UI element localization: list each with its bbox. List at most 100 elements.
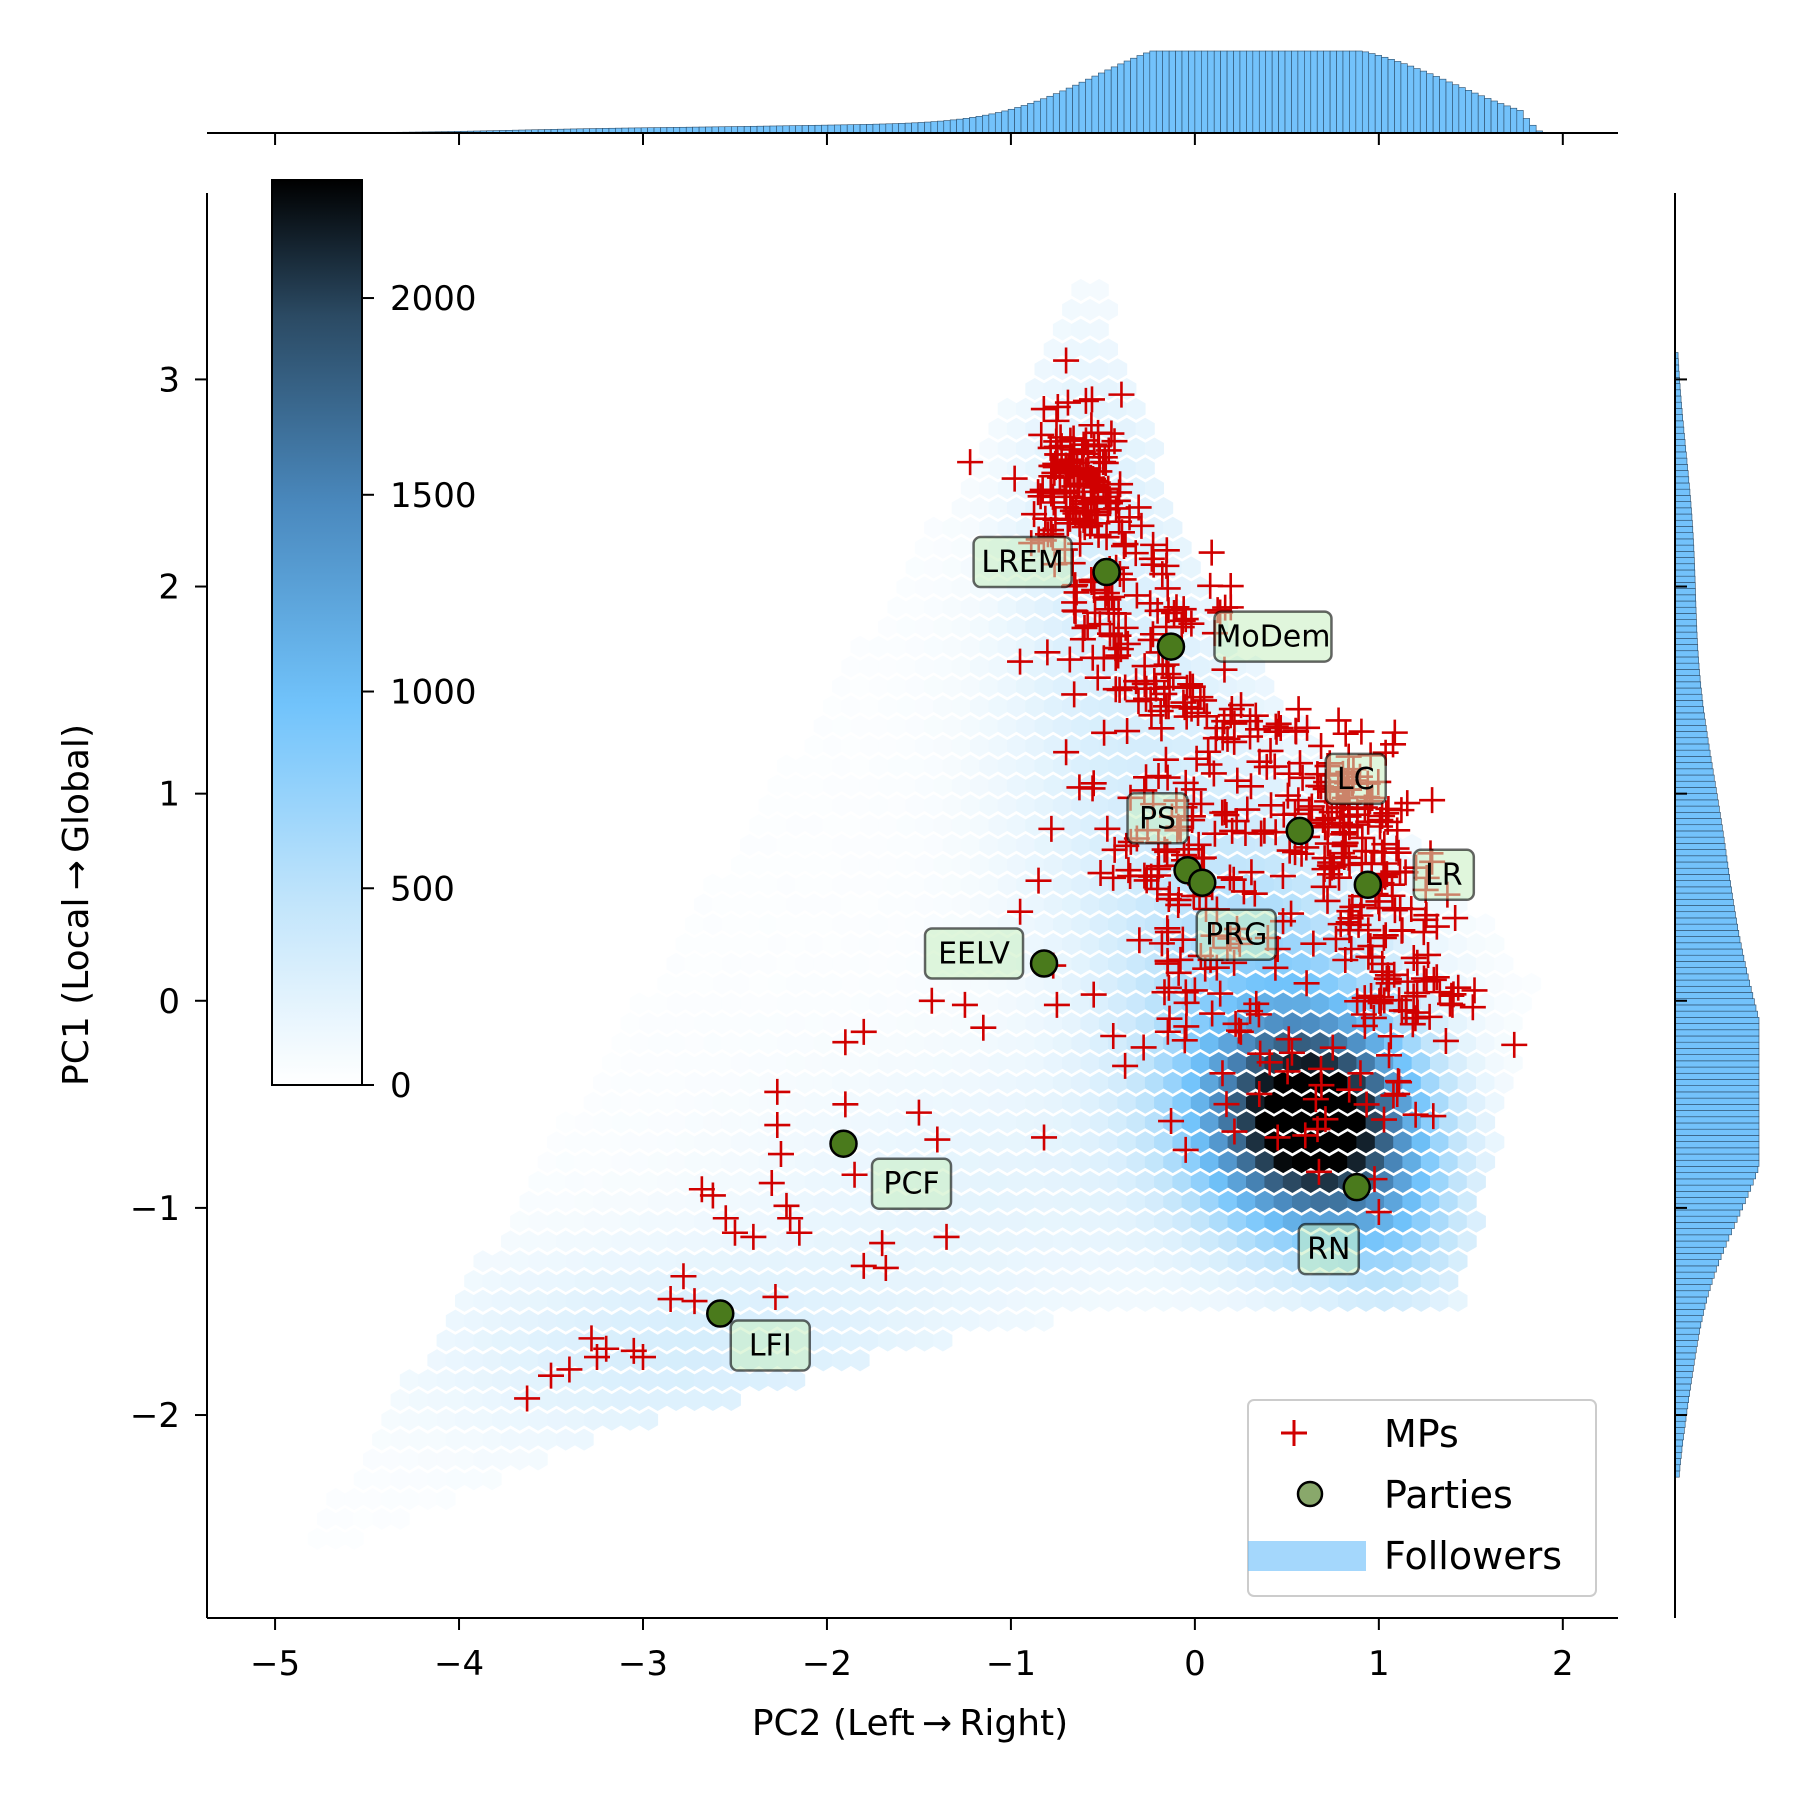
hexbin-cell xyxy=(979,1190,999,1213)
hexbin-cell xyxy=(1209,1012,1229,1035)
hexbin-cell xyxy=(813,1071,833,1094)
mp-marker xyxy=(1187,684,1214,711)
right-hist-bar xyxy=(1674,1191,1749,1198)
hexbin-cell xyxy=(1062,695,1082,718)
hexbin-cell xyxy=(372,1428,392,1451)
hexbin-cell xyxy=(629,1309,649,1332)
hexbin-cell xyxy=(657,1369,677,1392)
hexbin-cell xyxy=(1190,1052,1210,1074)
hexbin-cell xyxy=(1476,952,1496,975)
hexbin-cell xyxy=(1025,734,1045,757)
hexbin-cell xyxy=(730,853,751,876)
hexbin-cell xyxy=(1071,992,1091,1015)
hexbin-cell xyxy=(832,1349,852,1372)
top-hist-bar xyxy=(750,125,758,134)
mp-marker xyxy=(1305,1158,1332,1185)
hexbin-cell xyxy=(528,1170,548,1193)
hexbin-cell xyxy=(905,833,925,856)
hexbin-cell xyxy=(1200,1190,1220,1213)
mp-marker xyxy=(1413,968,1440,995)
right-hist-bar xyxy=(1674,1371,1693,1379)
mp-marker xyxy=(1370,924,1397,951)
mp-marker xyxy=(1308,732,1335,759)
hexbin-cell xyxy=(868,675,888,698)
hexbin-cell xyxy=(1016,596,1036,619)
hexbin-cell xyxy=(684,1071,705,1094)
hexbin-cell xyxy=(1374,1170,1394,1193)
right-hist-bar xyxy=(1674,836,1725,844)
hexbin-cell xyxy=(832,675,852,698)
hexbin-cell xyxy=(1264,695,1284,718)
hexbin-cell xyxy=(1043,774,1063,797)
mp-marker xyxy=(1394,790,1421,817)
hexbin-cell xyxy=(841,734,861,757)
hexbin-cell xyxy=(648,1032,668,1055)
mp-marker xyxy=(1123,582,1150,609)
hexbin-cell xyxy=(1135,972,1155,995)
party-label-text: LR xyxy=(1425,858,1463,893)
mp-marker xyxy=(1097,488,1124,515)
hexbin-cell xyxy=(1190,1289,1210,1312)
hexbin-cell xyxy=(822,972,842,995)
hexbin-cell xyxy=(602,1289,622,1312)
hexbin-cell xyxy=(942,992,962,1015)
hexbin-cell xyxy=(473,1250,493,1273)
mp-marker xyxy=(1285,787,1312,814)
mp-marker xyxy=(1221,1118,1248,1145)
mp-marker xyxy=(1072,387,1099,414)
hexbin-cell xyxy=(556,1388,576,1411)
mp-marker xyxy=(1167,946,1194,973)
party-label-text: MoDem xyxy=(1215,620,1330,655)
hexbin-cell xyxy=(850,635,870,658)
mp-marker xyxy=(1169,926,1196,953)
hexbin-cell xyxy=(1052,318,1072,341)
hexbin-cell xyxy=(1338,1012,1358,1035)
hexbin-cell xyxy=(1476,913,1496,936)
mp-marker xyxy=(1336,1076,1363,1103)
hexbin-cell xyxy=(1292,1270,1312,1293)
hexbin-cell xyxy=(1043,1170,1063,1193)
hexbin-cell xyxy=(436,1369,456,1392)
hexbin-cell xyxy=(979,1071,999,1094)
hexbin-cell xyxy=(519,1349,539,1372)
right-hist-bar xyxy=(1674,1122,1760,1130)
hexbin-cell xyxy=(675,1012,695,1035)
mp-marker xyxy=(1091,444,1118,471)
right-hist-bar xyxy=(1674,706,1704,714)
right-hist-bar xyxy=(1674,743,1710,751)
hexbin-cell xyxy=(970,695,990,718)
hexbin-cell xyxy=(924,596,944,619)
mp-marker xyxy=(1400,944,1427,971)
hexbin-cell xyxy=(749,1091,769,1114)
hexbin-cell xyxy=(822,1329,842,1352)
hexbin-cell xyxy=(1034,1230,1054,1253)
hexbin-cell xyxy=(1264,1210,1284,1233)
right-hist-bar xyxy=(1674,985,1752,993)
party-label-box xyxy=(1126,792,1189,845)
hexbin-cell xyxy=(749,1052,769,1074)
hexbin-cell xyxy=(786,933,806,956)
hexbin-cell xyxy=(795,794,815,817)
hexbin-cell xyxy=(1071,1151,1091,1174)
party-label-box xyxy=(1195,908,1277,961)
hexbin-cell xyxy=(795,1151,815,1174)
hexbin-cell xyxy=(1043,695,1063,718)
hexbin-cell xyxy=(1319,1131,1339,1154)
hexbin-cell xyxy=(1144,596,1164,619)
top-hist-bar xyxy=(840,124,848,134)
top-hist-bar xyxy=(1155,50,1163,134)
hexbin-cell xyxy=(666,992,686,1015)
hexbin-cell xyxy=(372,1507,392,1530)
hexbin-cell xyxy=(721,1388,741,1411)
hexbin-cell xyxy=(602,1052,622,1074)
hexbin-cell xyxy=(1062,1170,1082,1193)
hexbin-cell xyxy=(675,1369,695,1392)
mp-marker xyxy=(1274,1058,1301,1085)
hexbin-cell xyxy=(1476,992,1496,1015)
hexbin-cell xyxy=(1071,635,1091,658)
top-hist-bar xyxy=(969,117,977,134)
right-hist-bar xyxy=(1674,756,1712,763)
hexbin-cell xyxy=(528,1289,548,1312)
hexbin-cell xyxy=(804,1289,824,1312)
hexbin-cell xyxy=(399,1448,419,1471)
